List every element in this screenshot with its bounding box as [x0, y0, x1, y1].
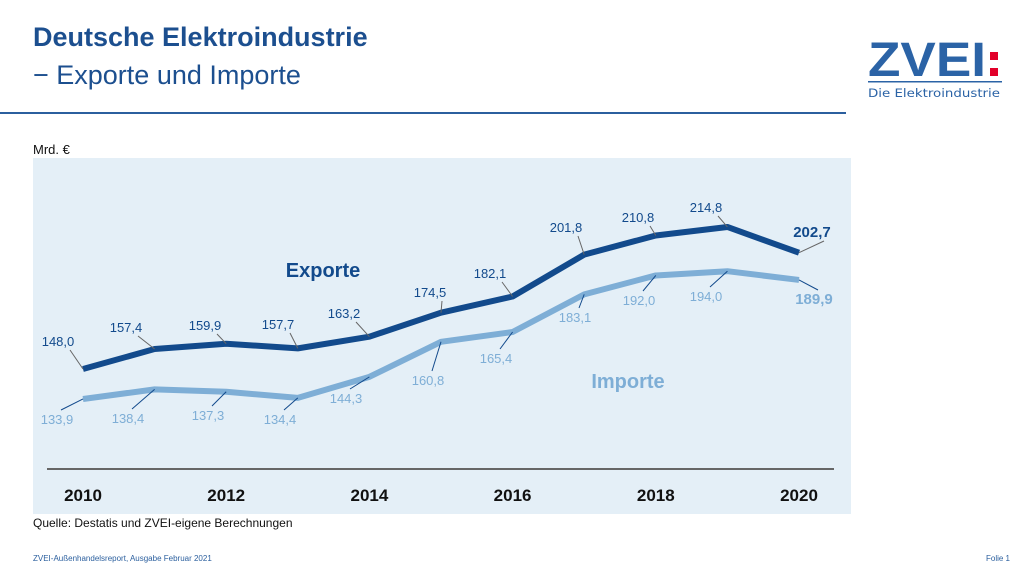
svg-text:Die Elektroindustrie: Die Elektroindustrie — [868, 86, 1000, 100]
data-label: 157,7 — [262, 317, 295, 332]
data-label: 165,4 — [480, 351, 513, 366]
data-label: 210,8 — [622, 210, 655, 225]
slide-subtitle: − Exporte und Importe — [33, 60, 301, 90]
leader-line — [709, 270, 728, 288]
leader-line — [642, 275, 657, 292]
leader-line — [69, 349, 84, 370]
data-label: 133,9 — [41, 412, 74, 427]
data-label: 183,1 — [559, 310, 592, 325]
leader-line — [717, 215, 728, 228]
x-tick-label: 2012 — [207, 486, 245, 505]
x-tick-label: 2010 — [64, 486, 102, 505]
leader-line — [283, 397, 299, 411]
data-label: 182,1 — [474, 266, 507, 281]
source-note: Quelle: Destatis und ZVEI-eigene Berechn… — [33, 516, 293, 530]
data-label: 148,0 — [42, 334, 75, 349]
leader-line — [649, 225, 657, 236]
data-label: 138,4 — [112, 411, 145, 426]
data-label: 163,2 — [328, 306, 361, 321]
data-label: 174,5 — [414, 285, 447, 300]
leader-line — [798, 279, 819, 291]
leader-line — [440, 300, 443, 313]
leader-line — [349, 376, 370, 390]
series-label: Exporte — [286, 260, 360, 282]
data-label: 192,0 — [623, 293, 656, 308]
data-label: 159,9 — [189, 318, 222, 333]
leader-line — [355, 321, 370, 338]
data-label: 137,3 — [192, 408, 225, 423]
data-label: 214,8 — [690, 200, 723, 215]
leader-line — [211, 391, 227, 407]
data-label: 160,8 — [412, 373, 445, 388]
data-label: 144,3 — [330, 391, 363, 406]
x-tick-label: 2020 — [780, 486, 818, 505]
data-label: 201,8 — [550, 220, 583, 235]
y-axis-unit: Mrd. € — [33, 142, 70, 157]
data-label: 157,4 — [110, 320, 143, 335]
leader-line — [578, 294, 585, 309]
footer-report: ZVEI-Außenhandelsreport, Ausgabe Februar… — [33, 554, 212, 563]
x-tick-label: 2016 — [494, 486, 532, 505]
leader-line — [431, 341, 442, 372]
leader-line — [131, 389, 155, 410]
header-rule — [0, 112, 846, 114]
leader-line — [798, 240, 825, 254]
data-label: 194,0 — [690, 289, 723, 304]
leader-line — [137, 335, 155, 350]
data-label: 134,4 — [264, 412, 297, 427]
data-label: 202,7 — [793, 224, 831, 241]
x-tick-label: 2014 — [350, 486, 388, 505]
slide-number: Folie 1 — [985, 554, 1010, 563]
series-label: Importe — [591, 371, 664, 393]
data-label: 189,9 — [795, 291, 833, 308]
leader-line — [289, 332, 299, 349]
leader-line — [216, 333, 227, 345]
leader-line — [577, 235, 585, 255]
leader-line — [499, 331, 514, 350]
slide-title: Deutsche Elektroindustrie — [33, 22, 368, 52]
leader-line — [501, 281, 514, 297]
chart-panel — [33, 158, 851, 514]
x-tick-label: 2018 — [637, 486, 675, 505]
svg-text:ZVEI: ZVEI — [868, 34, 986, 87]
leader-line — [60, 398, 84, 411]
zvei-logo: ZVEI Die Elektroindustrie — [868, 34, 1008, 109]
